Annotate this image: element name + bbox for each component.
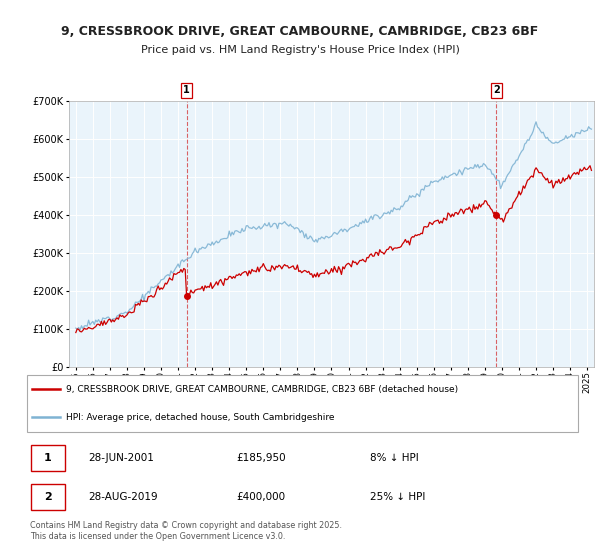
Text: 8% ↓ HPI: 8% ↓ HPI	[370, 453, 419, 463]
Text: Price paid vs. HM Land Registry's House Price Index (HPI): Price paid vs. HM Land Registry's House …	[140, 45, 460, 55]
Text: 28-AUG-2019: 28-AUG-2019	[88, 492, 158, 502]
Text: 2: 2	[44, 492, 52, 502]
Text: 1: 1	[44, 453, 52, 463]
Text: 9, CRESSBROOK DRIVE, GREAT CAMBOURNE, CAMBRIDGE, CB23 6BF: 9, CRESSBROOK DRIVE, GREAT CAMBOURNE, CA…	[61, 25, 539, 38]
FancyBboxPatch shape	[31, 445, 65, 472]
Text: Contains HM Land Registry data © Crown copyright and database right 2025.
This d: Contains HM Land Registry data © Crown c…	[29, 521, 341, 541]
FancyBboxPatch shape	[27, 375, 578, 432]
Text: £185,950: £185,950	[236, 453, 286, 463]
Text: 1: 1	[183, 85, 190, 95]
Text: 28-JUN-2001: 28-JUN-2001	[88, 453, 154, 463]
Text: 25% ↓ HPI: 25% ↓ HPI	[370, 492, 425, 502]
Text: 2: 2	[493, 85, 500, 95]
Text: £400,000: £400,000	[236, 492, 285, 502]
FancyBboxPatch shape	[31, 484, 65, 511]
Text: 9, CRESSBROOK DRIVE, GREAT CAMBOURNE, CAMBRIDGE, CB23 6BF (detached house): 9, CRESSBROOK DRIVE, GREAT CAMBOURNE, CA…	[66, 385, 458, 394]
Text: HPI: Average price, detached house, South Cambridgeshire: HPI: Average price, detached house, Sout…	[66, 413, 334, 422]
